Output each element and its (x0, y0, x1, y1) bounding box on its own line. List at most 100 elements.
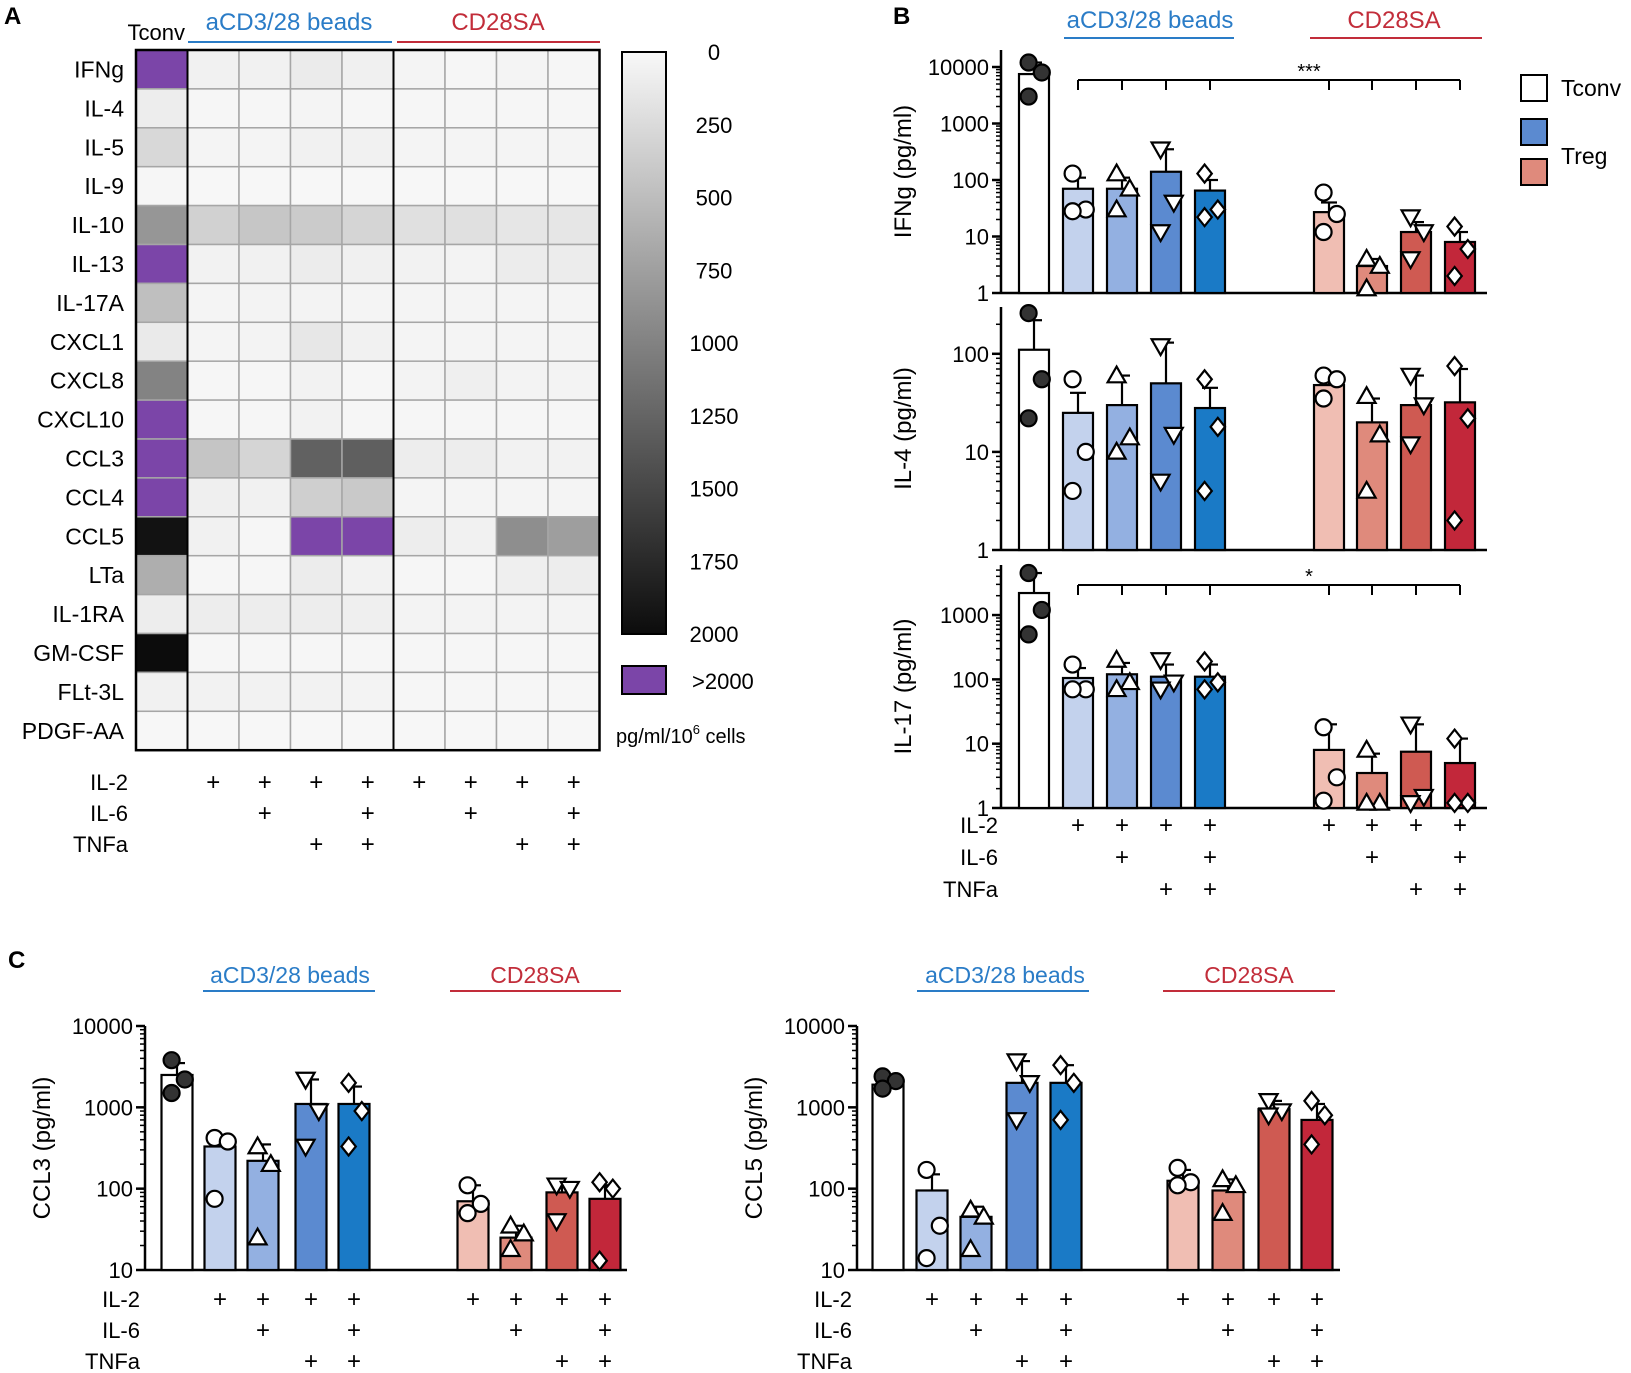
panel-c1-plus-tnfa-7: + (598, 1348, 612, 1373)
heatmap-cell-r17-c5 (392, 710, 446, 751)
chart4-ytick-label-3: 10000 (72, 1014, 133, 1039)
heatmap-plus-il-2-c2: + (258, 769, 272, 796)
heatmap-cell-r4-c3 (289, 204, 343, 246)
chart1-point-5-0 (1314, 183, 1333, 202)
heatmap-plus-il-2-c7: + (515, 769, 529, 796)
heatmap-cell-r0-c8 (547, 49, 601, 90)
heatmap-cell-r4-c2 (238, 204, 292, 246)
panel-c2-treat-label-il-2: IL-2 (814, 1287, 852, 1312)
units-prefix: pg/ml/10 (616, 726, 693, 748)
panel-c2-plus-il-2-6: + (1267, 1286, 1281, 1313)
chart5-point-4-0 (1051, 1054, 1070, 1076)
chart2-point-4-0 (1195, 368, 1214, 391)
chart4-point-0-0 (162, 1051, 181, 1070)
heatmap-cell-r3-c1 (186, 165, 240, 207)
chart1-point-8-0 (1445, 215, 1464, 238)
chart1-point-3-1 (1162, 194, 1185, 214)
chart5-bar-3 (1005, 1081, 1039, 1272)
heatmap-cell-r6-c0 (135, 282, 189, 324)
panel-c1-treat-label-tnfa: TNFa (85, 1349, 141, 1373)
heatmap-frame (134, 48, 601, 752)
chart1-point-7-1 (1412, 224, 1435, 244)
heatmap-cell-r13-c1 (186, 554, 240, 596)
heatmap-cell-r10-c7 (495, 438, 549, 479)
heatmap-cell-r11-c8 (547, 477, 601, 518)
heatmap-cell-r17-c1 (186, 710, 240, 751)
colorbar-tick-0: 0 (708, 40, 720, 65)
chart5-ytick-label-0: 10 (821, 1258, 845, 1283)
panel-b-plus-il-2-1: + (1115, 812, 1129, 839)
heatmap-plus-tnfa-c8: + (567, 831, 581, 858)
heatmap-cell-r14-c2 (238, 593, 292, 635)
panel-c2-treat-label-il-6: IL-6 (814, 1318, 852, 1343)
chart5-point-4-2 (1051, 1109, 1070, 1131)
panel-c1-plus-tnfa-3: + (347, 1348, 361, 1373)
chart3-bar-1 (1061, 676, 1095, 810)
chart4-bar-0 (160, 1073, 194, 1272)
panel-b-plus-il-2-3: + (1203, 812, 1217, 839)
panel-c2-plus-il-2-4: + (1176, 1286, 1190, 1313)
panel-b-treat-label-il-2: IL-2 (960, 813, 998, 838)
heatmap-cell-r9-c8 (547, 399, 601, 440)
panel-c1-plus-il-2-1: + (256, 1286, 270, 1313)
panel-c2-plus-il-2-0: + (925, 1286, 939, 1313)
heatmap-row-label-13: LTa (89, 562, 125, 588)
heatmap-cell-r10-c8 (547, 438, 601, 479)
chart2-ytick-label-1: 10 (965, 440, 989, 465)
heatmap-cell-r7-c1 (186, 321, 240, 362)
chart2-bar-8 (1443, 401, 1477, 552)
heatmap-cell-r13-c3 (289, 554, 343, 596)
chart1-ylabel: IFNg (pg/ml) (890, 105, 917, 238)
heatmap-row-label-3: IL-9 (84, 173, 124, 199)
heatmap-row-label-4: IL-10 (72, 212, 124, 238)
heatmap-cell-r17-c7 (495, 710, 549, 751)
chart2-point-1-2 (1063, 481, 1082, 501)
heatmap-cell-r1-c1 (186, 88, 240, 129)
heatmap-cell-r17-c4 (341, 710, 395, 751)
heatmap-cell-r6-c3 (289, 282, 343, 324)
chart4-point-2-2 (246, 1226, 269, 1246)
chart5-ytick-label-2: 1000 (796, 1095, 845, 1120)
heatmap-cell-r17-c0 (135, 710, 189, 751)
chart4-point-1-1 (218, 1132, 237, 1151)
heatmap-row-label-2: IL-5 (84, 134, 124, 160)
panel-c1-treat-label-il-6: IL-6 (102, 1318, 140, 1343)
panel-c2-plus-tnfa-2: + (1015, 1348, 1029, 1373)
panel-b-plus-il-6-7: + (1453, 844, 1467, 871)
panel-c1-plus-il-2-2: + (304, 1286, 318, 1313)
chart3-point-4-2 (1195, 678, 1214, 701)
colorbar-units-label: pg/ml/106 cells (616, 722, 746, 748)
heatmap-cell-r0-c0 (135, 49, 189, 90)
panel-c2-plus-il-2-7: + (1310, 1286, 1324, 1313)
heatmap-row-label-10: CCL3 (65, 445, 124, 471)
chart1-point-7-0 (1399, 209, 1422, 229)
heatmap-cell-r9-c0 (135, 399, 189, 440)
heatmap-group-beads-label: aCD3/28 beads (206, 9, 373, 36)
chart4-point-8-0 (590, 1171, 609, 1193)
chart4-ytick-label-2: 1000 (84, 1095, 133, 1120)
colorbar-tick-5: 1250 (690, 404, 739, 429)
heatmap-cell-r2-c2 (238, 127, 292, 168)
heatmap-cell-r6-c4 (341, 282, 395, 324)
chart4-point-0-2 (162, 1083, 181, 1103)
panel-c1-plus-il-6-5: + (509, 1317, 523, 1344)
chart5-bar-2 (959, 1215, 993, 1272)
heatmap-cell-r4-c6 (444, 204, 498, 246)
chart2-ytick-label-2: 100 (952, 342, 989, 367)
chart5-ylabel: CCL5 (pg/ml) (741, 1077, 768, 1220)
chart1-point-1-2 (1063, 202, 1082, 221)
chart3-bar-4 (1193, 675, 1227, 810)
panel-b: B aCD3/28 beads CD28SA 1 10 100 1000 10000 IFNg… (890, 3, 1622, 903)
chart1-ytick-label-1: 10 (965, 225, 989, 250)
chart3-point-7-2 (1399, 795, 1422, 815)
colorbar-tick-3: 750 (696, 258, 733, 283)
chart3-point-8-2 (1445, 792, 1464, 814)
chart5-point-8-2 (1302, 1133, 1321, 1156)
legend-treg-blue-swatch (1520, 118, 1548, 146)
heatmap-cell-r17-c6 (444, 710, 498, 751)
heatmap-cell-r3-c2 (238, 165, 292, 207)
heatmap-cell-r15-c4 (341, 632, 395, 674)
heatmap-cell-r9-c6 (444, 399, 498, 440)
panel-b-plus-il-2-6: + (1409, 812, 1423, 839)
panel-c2-plus-il-2-2: + (1015, 1286, 1029, 1313)
